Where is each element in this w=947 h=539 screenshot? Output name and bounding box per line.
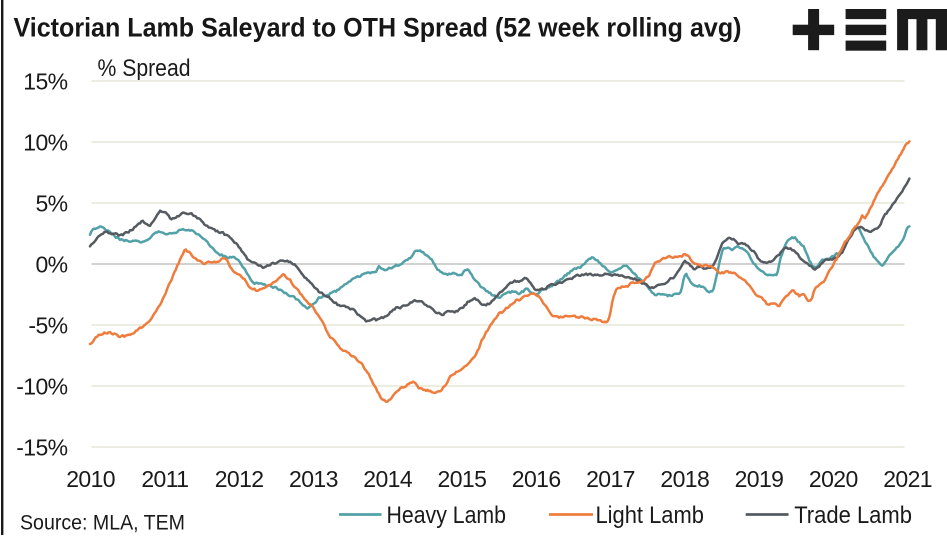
svg-text:2011: 2011: [141, 466, 188, 492]
svg-text:Trade Lamb: Trade Lamb: [794, 502, 912, 529]
svg-text:2014: 2014: [363, 466, 413, 492]
svg-text:-5%: -5%: [28, 313, 67, 339]
svg-text:-15%: -15%: [16, 435, 67, 461]
svg-text:5%: 5%: [35, 191, 67, 217]
svg-text:15%: 15%: [23, 69, 67, 95]
svg-text:2015: 2015: [438, 466, 487, 492]
svg-text:Source: MLA, TEM: Source: MLA, TEM: [20, 512, 185, 535]
svg-text:2012: 2012: [215, 466, 264, 492]
svg-text:2010: 2010: [66, 466, 115, 492]
svg-text:0%: 0%: [35, 252, 67, 278]
svg-text:2016: 2016: [512, 466, 561, 492]
svg-text:2020: 2020: [809, 466, 858, 492]
svg-text:% Spread: % Spread: [98, 55, 191, 82]
svg-text:Victorian Lamb Saleyard to OTH: Victorian Lamb Saleyard to OTH Spread (5…: [14, 13, 742, 43]
svg-text:2021: 2021: [883, 466, 932, 492]
svg-text:-10%: -10%: [16, 374, 67, 400]
svg-text:2019: 2019: [735, 466, 784, 492]
svg-text:Light Lamb: Light Lamb: [596, 502, 704, 529]
svg-text:2018: 2018: [660, 466, 709, 492]
svg-text:2017: 2017: [586, 466, 635, 492]
svg-text:2013: 2013: [289, 466, 338, 492]
svg-text:Heavy Lamb: Heavy Lamb: [387, 502, 507, 529]
svg-text:10%: 10%: [23, 130, 67, 156]
